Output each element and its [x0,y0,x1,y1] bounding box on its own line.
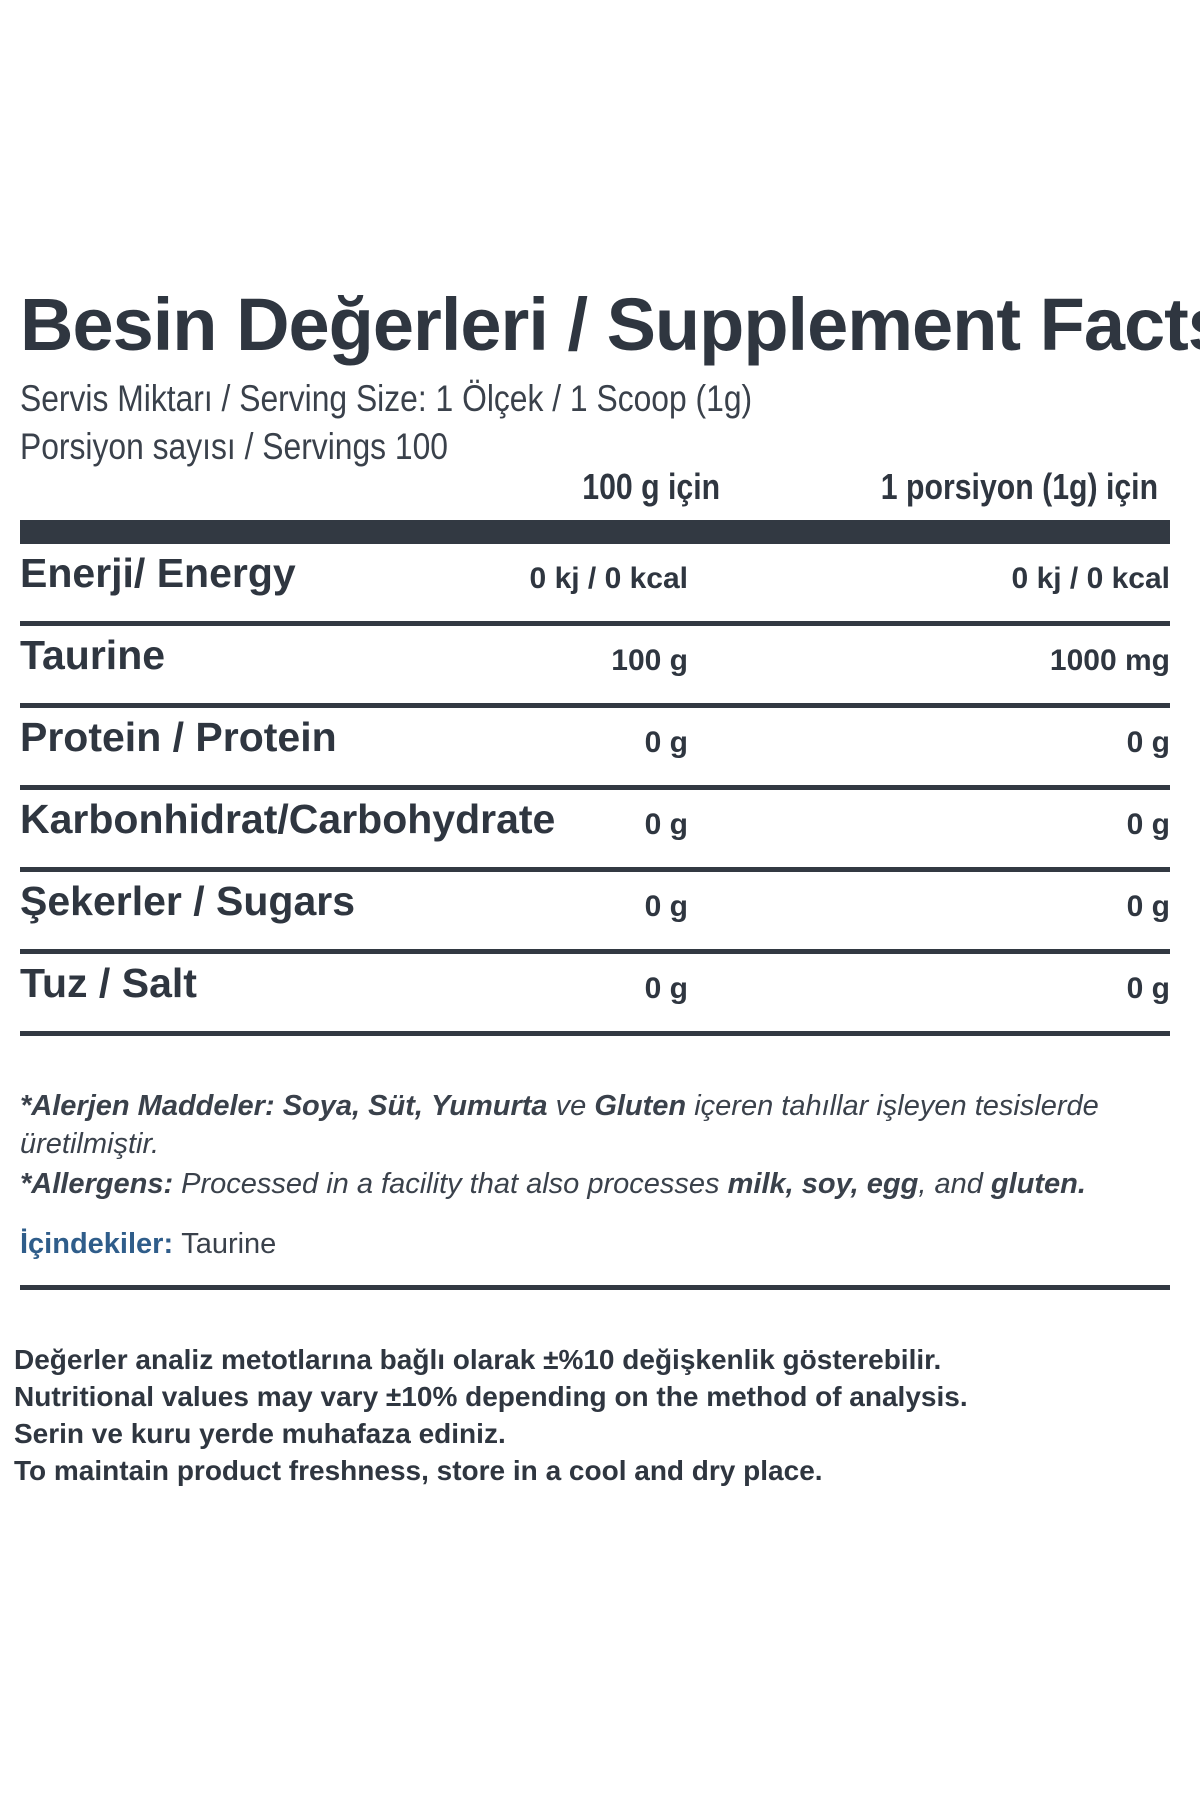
page-title: Besin Değerleri / Supplement Facts [20,283,1200,366]
allergen-egg: egg [866,1168,919,1200]
table-row: Enerji/ Energy 0 kj / 0 kcal 0 kj / 0 kc… [20,544,1170,626]
allergen-label-tr: *Alerjen Maddeler: [20,1090,275,1122]
table-row: Karbonhidrat/Carbohydrate 0 g 0 g [20,790,1170,872]
footer-note-3: Serin ve kuru yerde muhafaza ediniz. [14,1418,506,1449]
serving-size: Servis Miktarı / Serving Size: 1 Ölçek /… [20,378,753,419]
row-divider [20,867,1170,872]
table-top-bar [20,520,1170,544]
column-header-per-serving: 1 porsiyon (1g) için [880,466,1158,507]
row-label: Protein / Protein [20,714,337,760]
footer-note-1: Değerler analiz metotlarına bağlı olarak… [14,1344,942,1375]
row-value-per-100g: 0 g [644,808,688,841]
table-row: Şekerler / Sugars 0 g 0 g [20,872,1170,954]
row-value-per-100g: 0 g [644,890,688,923]
row-label: Tuz / Salt [20,960,197,1006]
row-value-per-100g: 0 g [644,972,688,1005]
allergen-text-en: Processed in a facility that also proces… [181,1168,720,1200]
row-value-per-serving: 0 g [1126,726,1170,759]
row-value-per-serving: 1000 mg [1049,644,1170,677]
row-value-per-100g: 100 g [611,644,688,677]
footer-note-2: Nutritional values may vary ±10% dependi… [14,1381,968,1412]
ingredients-line: İçindekiler: Taurine [20,1228,276,1261]
allergen-gluten-en: gluten. [990,1168,1086,1200]
row-value-per-100g: 0 kj / 0 kcal [529,562,688,595]
row-divider [20,621,1170,626]
table-row: Protein / Protein 0 g 0 g [20,708,1170,790]
allergen-sut: Süt, [368,1090,423,1122]
allergen-conjunction-en: , and [918,1168,983,1200]
allergen-conjunction-tr: ve [555,1090,587,1122]
row-divider [20,785,1170,790]
allergen-label-en: *Allergens: [20,1168,174,1200]
ingredients-value: Taurine [181,1228,277,1260]
row-label: Taurine [20,632,166,678]
allergen-statement-en: *Allergens: Processed in a facility that… [20,1168,1086,1201]
row-divider [20,1031,1170,1036]
row-divider [20,949,1170,954]
row-value-per-100g: 0 g [644,726,688,759]
row-label: Enerji/ Energy [20,550,296,596]
allergen-statement-tr-line2: üretilmiştir. [20,1128,160,1160]
allergen-soy: soy, [801,1168,859,1200]
column-header-per-100g: 100 g için [582,466,720,507]
allergen-gluten-tr: Gluten [594,1090,687,1122]
allergen-milk: milk, [727,1168,794,1200]
row-label: Şekerler / Sugars [20,878,356,924]
table-row: Taurine 100 g 1000 mg [20,626,1170,708]
ingredients-label: İçindekiler: [20,1228,174,1260]
allergen-text-tr: içeren tahıllar işleyen tesislerde [694,1090,1099,1122]
servings-count: Porsiyon sayısı / Servings 100 [20,426,449,467]
allergen-soya: Soya, [282,1090,361,1122]
row-value-per-serving: 0 kj / 0 kcal [1011,562,1170,595]
allergen-yumurta: Yumurta [430,1090,548,1122]
section-divider [20,1285,1170,1290]
row-value-per-serving: 0 g [1126,972,1170,1005]
row-value-per-serving: 0 g [1126,890,1170,923]
row-value-per-serving: 0 g [1126,808,1170,841]
row-divider [20,703,1170,708]
row-label: Karbonhidrat/Carbohydrate [20,796,556,842]
footer-note-4: To maintain product freshness, store in … [14,1455,823,1486]
table-row: Tuz / Salt 0 g 0 g [20,954,1170,1036]
allergen-statement-tr: *Alerjen Maddeler: Soya, Süt, Yumurta ve… [20,1090,1099,1123]
